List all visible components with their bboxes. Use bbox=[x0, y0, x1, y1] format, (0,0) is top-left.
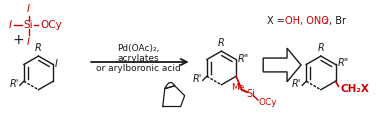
Text: R': R' bbox=[292, 79, 301, 89]
Text: Si: Si bbox=[24, 20, 33, 30]
Text: Si: Si bbox=[246, 89, 256, 99]
Text: CH₂X: CH₂X bbox=[341, 84, 369, 94]
Text: 2: 2 bbox=[324, 20, 328, 26]
Text: R: R bbox=[318, 43, 324, 53]
Text: R": R" bbox=[238, 54, 249, 64]
Text: R": R" bbox=[338, 58, 349, 68]
Text: I: I bbox=[27, 37, 30, 47]
Text: OCy: OCy bbox=[40, 20, 62, 30]
Text: I: I bbox=[27, 4, 30, 14]
Text: R: R bbox=[35, 43, 42, 53]
Text: +: + bbox=[13, 33, 25, 47]
Text: , Br: , Br bbox=[329, 16, 346, 26]
Text: OCy: OCy bbox=[259, 98, 277, 106]
Text: I: I bbox=[55, 60, 58, 70]
Text: R': R' bbox=[192, 74, 202, 84]
Text: I: I bbox=[9, 20, 12, 30]
Text: acrylates: acrylates bbox=[117, 54, 159, 62]
Text: R': R' bbox=[9, 79, 19, 89]
Text: or arylboronic acid: or arylboronic acid bbox=[96, 64, 180, 73]
Text: X =: X = bbox=[267, 16, 288, 26]
Text: Pd(OAc)₂,: Pd(OAc)₂, bbox=[117, 44, 159, 53]
Text: R: R bbox=[218, 38, 225, 48]
Text: OH, ONO: OH, ONO bbox=[285, 16, 329, 26]
Text: Me: Me bbox=[231, 83, 245, 92]
